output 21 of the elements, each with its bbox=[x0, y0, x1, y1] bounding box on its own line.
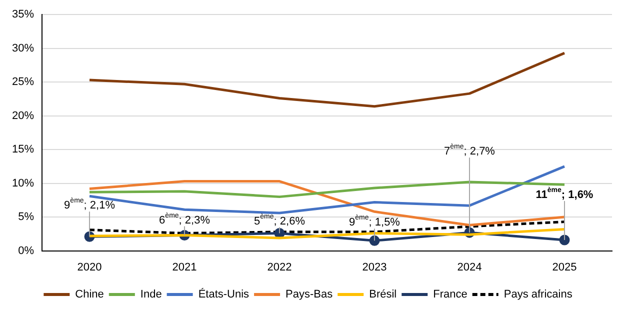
legend-label: États-Unis bbox=[198, 288, 250, 301]
y-tick-label: 5% bbox=[18, 211, 34, 224]
legend-label: Chine bbox=[75, 288, 104, 301]
y-tick-label: 30% bbox=[12, 42, 34, 54]
legend-label: Pays-Bas bbox=[286, 288, 334, 301]
x-tick-label: 2024 bbox=[457, 261, 482, 274]
y-tick-label: 10% bbox=[12, 177, 34, 190]
x-tick-label: 2023 bbox=[362, 261, 387, 274]
legend-label: Brésil bbox=[369, 288, 397, 301]
x-tick-label: 2021 bbox=[172, 261, 197, 274]
x-tick-label: 2025 bbox=[552, 261, 577, 274]
y-tick-label: 25% bbox=[12, 76, 34, 88]
x-tick-label: 2020 bbox=[77, 261, 102, 274]
y-tick-label: 35% bbox=[12, 8, 34, 21]
legend-label: France bbox=[433, 288, 468, 301]
y-tick-label: 20% bbox=[12, 110, 34, 122]
legend-label: Pays africains bbox=[504, 288, 573, 301]
x-tick-label: 2022 bbox=[267, 261, 292, 274]
y-tick-label: 15% bbox=[12, 144, 34, 156]
legend-label: Inde bbox=[140, 288, 162, 301]
y-tick-label: 0% bbox=[18, 244, 34, 257]
